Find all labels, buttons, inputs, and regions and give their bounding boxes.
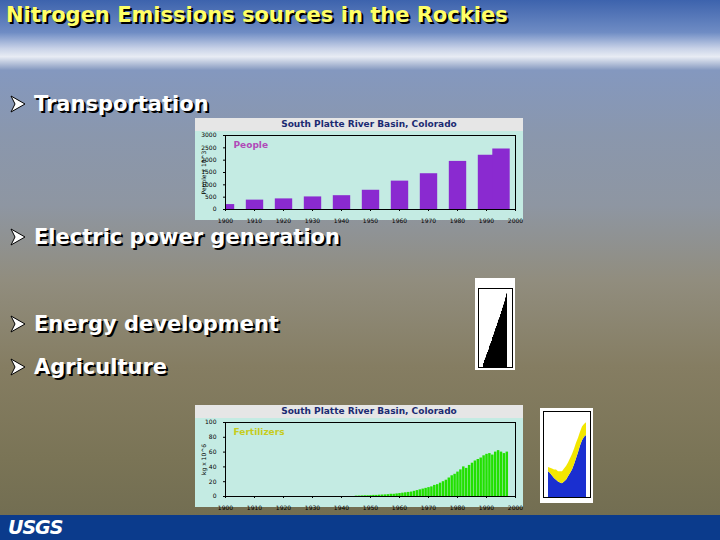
svg-text:1900: 1900 [218,217,233,224]
svg-text:1960: 1960 [392,504,407,511]
svg-text:1900: 1900 [218,504,233,511]
svg-text:1910: 1910 [247,504,262,511]
svg-text:1970: 1970 [421,217,436,224]
svg-text:0: 0 [213,205,217,212]
svg-text:1940: 1940 [334,217,349,224]
svg-text:1940: 1940 [334,504,349,511]
svg-text:1930: 1930 [305,504,320,511]
svg-text:kg x 10^6: kg x 10^6 [200,444,208,475]
svg-text:People x 10^3: People x 10^3 [200,150,208,194]
svg-text:1980: 1980 [450,504,465,511]
html-text:Nitrogen Emissions sources in: Nitrogen Emissions sources in the Rockie… [6,3,508,27]
svg-text:500: 500 [205,193,217,200]
svg-text:60: 60 [209,448,217,455]
html-text:Transportation: Transportation [34,92,209,116]
svg-text:2000: 2000 [508,504,523,511]
html-text:Energy development: Energy development [34,312,279,336]
html-text:South Platte River Basin, Colo: South Platte River Basin, Colorado [281,406,457,416]
svg-text:2000: 2000 [201,156,217,164]
svg-text:1910: 1910 [247,217,262,224]
svg-text:2500: 2500 [201,144,216,151]
html-text:South Platte River Basin, Colo: South Platte River Basin, Colorado [281,119,457,129]
svg-text:1930: 1930 [305,217,320,224]
svg-text:80: 80 [209,433,217,440]
svg-text:1920: 1920 [276,217,291,224]
html-text:Agriculture: Agriculture [34,355,167,379]
svg-text:1920: 1920 [276,504,291,511]
svg-text:3000: 3000 [201,131,216,138]
svg-text:1990: 1990 [479,504,494,511]
svg-text:1970: 1970 [421,504,436,511]
svg-text:1960: 1960 [392,217,407,224]
html-text:USGS: USGS [8,516,63,538]
svg-text:1500: 1500 [201,168,217,176]
svg-text:0: 0 [213,492,217,499]
svg-text:1990: 1990 [479,217,494,224]
svg-text:40: 40 [209,463,217,470]
svg-text:2000: 2000 [508,217,523,224]
svg-text:1980: 1980 [450,217,465,224]
svg-text:People: People [234,140,269,150]
html-text:Electric power generation: Electric power generation [34,225,340,249]
svg-text:20: 20 [209,478,217,485]
svg-text:Fertilizers: Fertilizers [234,427,285,437]
svg-text:1000: 1000 [201,180,217,188]
svg-text:1950: 1950 [363,504,378,511]
svg-text:100: 100 [205,418,217,425]
svg-text:1950: 1950 [363,217,378,224]
